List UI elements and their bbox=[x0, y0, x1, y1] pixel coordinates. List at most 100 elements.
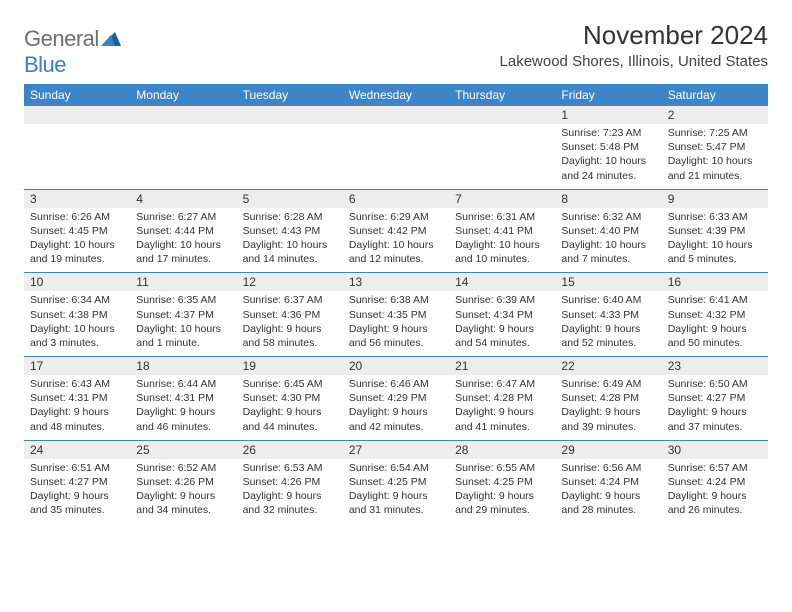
day-detail-line: Sunset: 4:26 PM bbox=[136, 475, 230, 489]
day-detail-line: Sunrise: 6:40 AM bbox=[561, 293, 655, 307]
day-detail-line: and 52 minutes. bbox=[561, 336, 655, 350]
day-detail-line: Sunset: 4:37 PM bbox=[136, 308, 230, 322]
day-detail-line: Sunrise: 6:55 AM bbox=[455, 461, 549, 475]
day-detail-line: and 39 minutes. bbox=[561, 420, 655, 434]
day-detail-line: and 56 minutes. bbox=[349, 336, 443, 350]
calendar-page: General Blue November 2024 Lakewood Shor… bbox=[0, 0, 792, 523]
day-detail-line: Sunset: 4:45 PM bbox=[30, 224, 124, 238]
day-detail-line: Sunset: 4:25 PM bbox=[349, 475, 443, 489]
day-detail-cell: Sunrise: 6:32 AMSunset: 4:40 PMDaylight:… bbox=[555, 208, 661, 273]
weekday-header: Tuesday bbox=[237, 84, 343, 106]
weekday-header-row: Sunday Monday Tuesday Wednesday Thursday… bbox=[24, 84, 768, 106]
day-detail-line: and 34 minutes. bbox=[136, 503, 230, 517]
day-detail-line: and 14 minutes. bbox=[243, 252, 337, 266]
day-number-cell: 15 bbox=[555, 273, 661, 292]
day-detail-line: Sunset: 4:34 PM bbox=[455, 308, 549, 322]
day-detail-line: Sunrise: 6:27 AM bbox=[136, 210, 230, 224]
day-number-cell: 13 bbox=[343, 273, 449, 292]
day-detail-row: Sunrise: 6:43 AMSunset: 4:31 PMDaylight:… bbox=[24, 375, 768, 440]
day-number-cell: 26 bbox=[237, 440, 343, 459]
day-number-cell: 25 bbox=[130, 440, 236, 459]
day-number-cell: 2 bbox=[662, 106, 768, 124]
day-detail-line: and 35 minutes. bbox=[30, 503, 124, 517]
day-detail-line: and 24 minutes. bbox=[561, 169, 655, 183]
day-detail-line: Sunset: 4:25 PM bbox=[455, 475, 549, 489]
day-detail-line: Sunrise: 6:54 AM bbox=[349, 461, 443, 475]
day-detail-line: Daylight: 10 hours bbox=[30, 238, 124, 252]
day-detail-line: Sunset: 4:26 PM bbox=[243, 475, 337, 489]
logo: General Blue bbox=[24, 20, 121, 78]
day-detail-row: Sunrise: 6:26 AMSunset: 4:45 PMDaylight:… bbox=[24, 208, 768, 273]
day-detail-line: Daylight: 9 hours bbox=[349, 489, 443, 503]
weekday-header: Saturday bbox=[662, 84, 768, 106]
day-detail-cell: Sunrise: 6:29 AMSunset: 4:42 PMDaylight:… bbox=[343, 208, 449, 273]
day-detail-line: Sunrise: 6:41 AM bbox=[668, 293, 762, 307]
day-detail-cell: Sunrise: 6:44 AMSunset: 4:31 PMDaylight:… bbox=[130, 375, 236, 440]
day-detail-line: Sunset: 4:40 PM bbox=[561, 224, 655, 238]
day-detail-line: Daylight: 9 hours bbox=[243, 405, 337, 419]
day-detail-cell: Sunrise: 6:26 AMSunset: 4:45 PMDaylight:… bbox=[24, 208, 130, 273]
day-number-cell: 18 bbox=[130, 357, 236, 376]
day-detail-cell: Sunrise: 6:46 AMSunset: 4:29 PMDaylight:… bbox=[343, 375, 449, 440]
day-detail-line: Sunset: 4:44 PM bbox=[136, 224, 230, 238]
day-detail-cell: Sunrise: 6:50 AMSunset: 4:27 PMDaylight:… bbox=[662, 375, 768, 440]
day-number-cell: 11 bbox=[130, 273, 236, 292]
location-text: Lakewood Shores, Illinois, United States bbox=[500, 53, 768, 70]
day-detail-cell bbox=[130, 124, 236, 189]
day-detail-line: Sunset: 4:31 PM bbox=[30, 391, 124, 405]
day-detail-row: Sunrise: 6:34 AMSunset: 4:38 PMDaylight:… bbox=[24, 291, 768, 356]
day-detail-cell: Sunrise: 6:27 AMSunset: 4:44 PMDaylight:… bbox=[130, 208, 236, 273]
day-number-cell: 12 bbox=[237, 273, 343, 292]
day-detail-line: and 7 minutes. bbox=[561, 252, 655, 266]
day-number-cell: 14 bbox=[449, 273, 555, 292]
day-number-cell: 30 bbox=[662, 440, 768, 459]
day-detail-cell: Sunrise: 6:40 AMSunset: 4:33 PMDaylight:… bbox=[555, 291, 661, 356]
day-detail-line: and 29 minutes. bbox=[455, 503, 549, 517]
weekday-header: Sunday bbox=[24, 84, 130, 106]
day-detail-line: and 1 minute. bbox=[136, 336, 230, 350]
day-detail-line: Sunset: 4:43 PM bbox=[243, 224, 337, 238]
day-detail-line: Sunset: 5:48 PM bbox=[561, 140, 655, 154]
day-number-cell: 29 bbox=[555, 440, 661, 459]
day-detail-cell: Sunrise: 6:38 AMSunset: 4:35 PMDaylight:… bbox=[343, 291, 449, 356]
day-number-cell: 10 bbox=[24, 273, 130, 292]
day-detail-cell bbox=[24, 124, 130, 189]
day-detail-line: Sunrise: 6:57 AM bbox=[668, 461, 762, 475]
day-detail-cell: Sunrise: 6:52 AMSunset: 4:26 PMDaylight:… bbox=[130, 459, 236, 524]
day-number-row: 24252627282930 bbox=[24, 440, 768, 459]
day-detail-line: Sunset: 4:38 PM bbox=[30, 308, 124, 322]
day-detail-line: Sunrise: 6:37 AM bbox=[243, 293, 337, 307]
weekday-header: Thursday bbox=[449, 84, 555, 106]
day-detail-line: Sunrise: 6:38 AM bbox=[349, 293, 443, 307]
day-detail-line: Sunset: 4:27 PM bbox=[668, 391, 762, 405]
day-detail-line: Daylight: 10 hours bbox=[30, 322, 124, 336]
day-detail-line: and 26 minutes. bbox=[668, 503, 762, 517]
day-detail-line: Sunrise: 6:52 AM bbox=[136, 461, 230, 475]
day-detail-line: Sunset: 4:35 PM bbox=[349, 308, 443, 322]
month-title: November 2024 bbox=[500, 20, 768, 51]
day-detail-line: Sunset: 4:29 PM bbox=[349, 391, 443, 405]
day-detail-line: Daylight: 10 hours bbox=[136, 322, 230, 336]
day-number-cell: 23 bbox=[662, 357, 768, 376]
day-detail-line: Daylight: 9 hours bbox=[668, 489, 762, 503]
day-detail-line: Sunrise: 6:29 AM bbox=[349, 210, 443, 224]
day-number-cell: 28 bbox=[449, 440, 555, 459]
day-detail-cell: Sunrise: 6:45 AMSunset: 4:30 PMDaylight:… bbox=[237, 375, 343, 440]
day-detail-line: Sunset: 4:24 PM bbox=[668, 475, 762, 489]
day-detail-line: and 46 minutes. bbox=[136, 420, 230, 434]
day-detail-line: Sunset: 4:28 PM bbox=[561, 391, 655, 405]
day-detail-line: and 58 minutes. bbox=[243, 336, 337, 350]
day-detail-line: Daylight: 10 hours bbox=[243, 238, 337, 252]
day-number-cell: 3 bbox=[24, 189, 130, 208]
day-detail-cell: Sunrise: 7:23 AMSunset: 5:48 PMDaylight:… bbox=[555, 124, 661, 189]
day-detail-line: and 21 minutes. bbox=[668, 169, 762, 183]
day-detail-line: Sunset: 5:47 PM bbox=[668, 140, 762, 154]
day-number-cell bbox=[449, 106, 555, 124]
day-detail-line: Daylight: 10 hours bbox=[561, 238, 655, 252]
day-number-cell bbox=[24, 106, 130, 124]
day-detail-cell: Sunrise: 6:37 AMSunset: 4:36 PMDaylight:… bbox=[237, 291, 343, 356]
weekday-header: Wednesday bbox=[343, 84, 449, 106]
day-detail-line: and 31 minutes. bbox=[349, 503, 443, 517]
day-number-cell: 7 bbox=[449, 189, 555, 208]
day-number-cell: 22 bbox=[555, 357, 661, 376]
